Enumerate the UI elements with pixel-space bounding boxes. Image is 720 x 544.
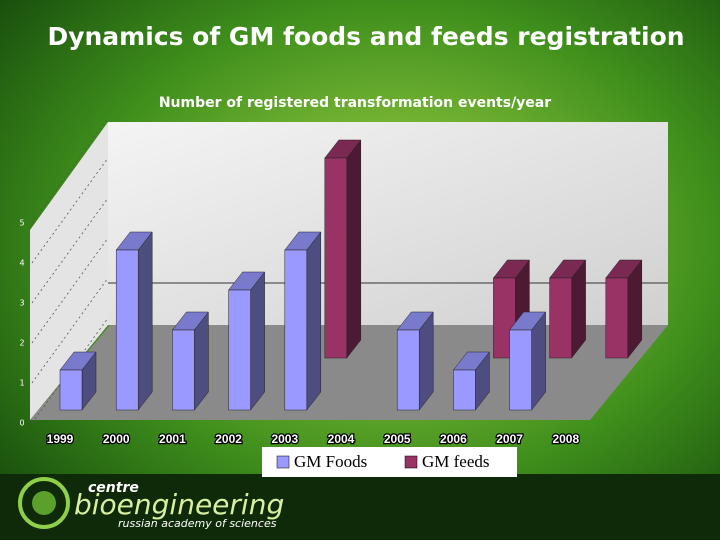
- grid-line: [31, 117, 109, 224]
- y-tick-label: 0: [19, 419, 24, 428]
- bar-side: [346, 139, 362, 359]
- x-tick-label: 2006: [440, 432, 467, 446]
- bar-front: [59, 369, 83, 411]
- x-tick-label: 2005: [384, 432, 411, 446]
- x-tick-label: 2007: [496, 432, 523, 446]
- grid-line: [31, 317, 109, 424]
- bar: [171, 311, 209, 411]
- subtitle: Number of registered transformation even…: [159, 95, 551, 111]
- y-tick-label: 2: [19, 339, 24, 348]
- bar-front: [115, 249, 139, 411]
- x-tick-label: 2001: [159, 432, 186, 446]
- plot: [31, 117, 668, 424]
- bar-front: [509, 329, 532, 411]
- legend-swatch: [404, 455, 418, 469]
- x-tick-label: 2000: [103, 432, 130, 446]
- title: Dynamics of GM foods and feeds registrat…: [47, 22, 684, 51]
- legend-label: GM feeds: [422, 452, 490, 471]
- legend: [262, 447, 517, 477]
- y-tick-label: 3: [19, 299, 24, 308]
- logo-small: centre: [88, 480, 139, 496]
- grid-line: [31, 157, 109, 264]
- bar-front: [605, 277, 629, 359]
- y-tick-label: 4: [19, 259, 24, 268]
- bar: [284, 231, 322, 411]
- x-tick-label: 2002: [215, 432, 242, 446]
- grid-line: [31, 197, 109, 304]
- bar-front: [549, 277, 572, 359]
- y-tick-label: 1: [19, 379, 24, 388]
- bar-front: [228, 289, 251, 411]
- bar-side: [137, 231, 153, 411]
- bar-side: [306, 231, 322, 411]
- x-tick-label: 1999: [47, 432, 74, 446]
- bar: [228, 271, 266, 411]
- logo-big: bioengineering: [74, 488, 284, 521]
- y-tick-label: 5: [19, 219, 24, 228]
- bar: [452, 351, 490, 411]
- bar-side: [250, 271, 265, 411]
- bar: [509, 311, 547, 411]
- bar-front: [172, 329, 195, 411]
- grid-line: [31, 237, 109, 344]
- logo-sub: russian academy of sciences: [118, 517, 277, 530]
- x-tick-label: 2004: [328, 432, 355, 446]
- bar: [396, 311, 434, 411]
- bar-front: [396, 329, 420, 411]
- x-tick-label: 2008: [552, 432, 579, 446]
- footer-band: [0, 474, 720, 540]
- bar: [59, 351, 97, 411]
- bar-front: [453, 369, 476, 411]
- logo-dot: [32, 491, 56, 515]
- grid-line: [31, 277, 109, 384]
- bar: [115, 231, 153, 411]
- bar: [549, 259, 587, 359]
- logo-ring: [18, 477, 70, 529]
- x-tick-label: 2003: [271, 432, 298, 446]
- bar-front: [324, 157, 348, 359]
- legend-label: GM Foods: [294, 452, 367, 471]
- legend-swatch: [276, 455, 290, 469]
- bar: [605, 259, 643, 359]
- bar-front: [284, 249, 308, 411]
- bar: [324, 139, 362, 359]
- legend-items: GM Foods GM feeds: [276, 452, 490, 471]
